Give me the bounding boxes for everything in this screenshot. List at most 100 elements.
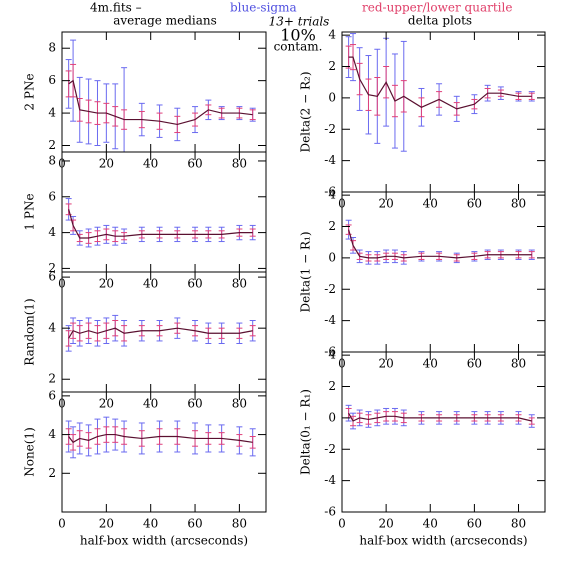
x-tick-label: 60: [187, 517, 202, 531]
x-tick-label: 80: [232, 277, 247, 291]
y-tick-label: 6: [48, 189, 56, 203]
x-tick-label: 60: [467, 357, 482, 371]
panel: [345, 33, 535, 152]
contam-label: contam.: [274, 40, 323, 54]
x-tick-label: 80: [232, 157, 247, 171]
x-tick-label: 20: [378, 357, 393, 371]
x-tick-label: 80: [232, 397, 247, 411]
y-axis-label: Delta(0₁ − R₁): [299, 389, 313, 475]
panel: [65, 416, 256, 459]
y-tick-label: -2: [324, 442, 336, 456]
x-tick-label: 20: [99, 517, 114, 531]
panel-frame: [341, 351, 546, 513]
panel-frame: [341, 191, 546, 353]
median-line: [68, 433, 253, 444]
x-tick-label: 40: [143, 397, 158, 411]
x-tick-label: 20: [99, 277, 114, 291]
contam-value: 10%: [280, 26, 316, 45]
x-tick-label: 60: [187, 277, 202, 291]
y-tick-label: -6: [324, 505, 336, 519]
x-tick-label: 60: [187, 157, 202, 171]
y-tick-label: -2: [324, 282, 336, 296]
x-tick-label: 0: [338, 517, 346, 531]
panel-frame: [61, 391, 267, 513]
y-tick-label: 0: [328, 250, 336, 264]
x-axis-label: half-box width (arcseconds): [359, 534, 527, 548]
median-line: [348, 229, 532, 259]
x-tick-label: 80: [511, 357, 526, 371]
y-tick-label: -4: [324, 473, 336, 487]
y-tick-label: 0: [328, 410, 336, 424]
panel: [345, 404, 535, 430]
y-tick-label: -4: [324, 153, 336, 167]
y-tick-label: 6: [48, 270, 56, 284]
left-title: average medians: [113, 14, 217, 28]
median-line: [348, 56, 532, 110]
y-tick-label: -6: [324, 185, 336, 199]
y-tick-label: 8: [48, 153, 56, 167]
right-title: delta plots: [408, 14, 472, 28]
x-tick-label: 0: [58, 517, 66, 531]
x-tick-label: 80: [511, 517, 526, 531]
y-tick-label: 4: [328, 28, 336, 42]
x-tick-label: 40: [143, 157, 158, 171]
x-tick-label: 40: [423, 197, 438, 211]
y-tick-label: 2: [48, 372, 56, 386]
quartile-bar: [65, 428, 72, 445]
x-tick-label: 20: [99, 397, 114, 411]
x-tick-label: 40: [143, 277, 158, 291]
median-line: [68, 209, 253, 239]
x-tick-label: 60: [467, 197, 482, 211]
panel: [65, 39, 256, 152]
panel: [345, 219, 535, 265]
quartile-bar: [249, 325, 256, 337]
y-tick-label: 4: [48, 427, 56, 441]
y-tick-label: -2: [324, 122, 336, 136]
y-tick-label: 6: [48, 388, 56, 402]
x-tick-label: 60: [187, 397, 202, 411]
y-tick-label: 2: [328, 219, 336, 233]
y-tick-label: 6: [48, 73, 56, 87]
y-tick-label: 2: [328, 379, 336, 393]
y-tick-label: 4: [328, 348, 336, 362]
sigma-note: blue-sigma: [230, 1, 297, 15]
x-tick-label: 60: [467, 517, 482, 531]
y-tick-label: 4: [48, 106, 56, 120]
y-tick-label: 2: [328, 59, 336, 73]
quartile-note: red-upper/lower quartile: [362, 1, 512, 15]
x-tick-label: 40: [423, 357, 438, 371]
panel: [65, 314, 256, 352]
y-tick-label: -4: [324, 313, 336, 327]
y-tick-label: 2: [48, 466, 56, 480]
y-axis-label: Random(1): [23, 298, 37, 365]
y-axis-label: Delta(1 − R₁): [299, 231, 313, 312]
x-axis-label: half-box width (arcseconds): [80, 534, 248, 548]
y-tick-label: -6: [324, 345, 336, 359]
y-tick-label: 4: [48, 321, 56, 335]
quartile-bar: [65, 330, 72, 347]
y-tick-label: 0: [328, 90, 336, 104]
x-tick-label: 20: [378, 197, 393, 211]
median-line: [68, 327, 253, 339]
trials: 13+ trials: [269, 15, 330, 29]
panel: [65, 198, 256, 248]
y-axis-label: None(1): [23, 427, 37, 477]
y-tick-label: 2: [48, 138, 56, 152]
y-tick-label: 4: [328, 188, 336, 202]
panel-frame: [61, 31, 267, 153]
y-tick-label: 8: [48, 41, 56, 55]
x-tick-label: 80: [511, 197, 526, 211]
x-tick-label: 20: [99, 157, 114, 171]
y-axis-label: Delta(2 − R₂): [299, 71, 313, 152]
y-tick-label: 4: [48, 225, 56, 239]
x-tick-label: 20: [378, 517, 393, 531]
y-axis-label: 2 PNe: [23, 73, 37, 110]
file-name: 4m.fits –: [90, 1, 142, 15]
x-tick-label: 40: [423, 517, 438, 531]
y-tick-label: 2: [48, 261, 56, 275]
panel-frame: [341, 31, 546, 193]
y-axis-label: 1 PNe: [23, 193, 37, 230]
median-line: [68, 79, 253, 126]
x-tick-label: 40: [143, 517, 158, 531]
